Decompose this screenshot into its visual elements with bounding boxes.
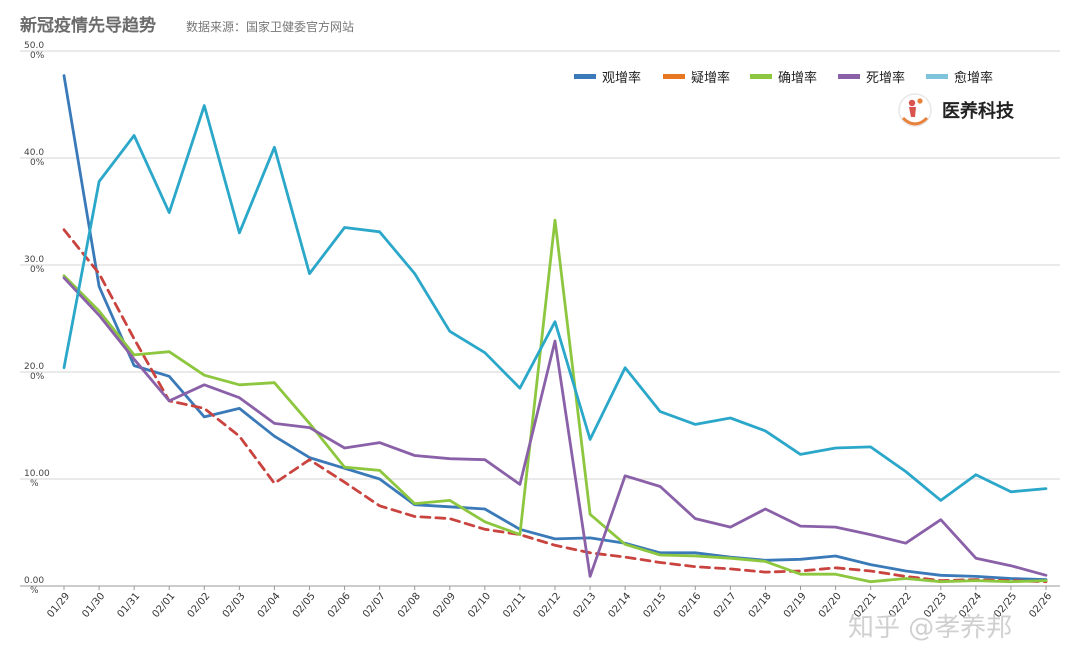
logo: 医养科技: [898, 93, 1015, 127]
logo-text: 医养科技: [942, 100, 1015, 122]
x-tick-label: 02/16: [677, 591, 704, 620]
legend-swatch: [926, 74, 948, 79]
x-tick-label: 02/13: [571, 591, 598, 620]
x-tick-label: 01/29: [45, 591, 72, 620]
series-line-1: [62, 228, 1048, 584]
legend-label: 愈增率: [954, 70, 993, 86]
x-tick-label: 02/07: [361, 591, 388, 620]
series-line-2: [62, 218, 1048, 584]
legend: 观增率 疑增率 确增率 死增率 愈增率: [574, 70, 993, 86]
x-tick-label: 02/15: [642, 591, 669, 620]
x-tick-label: 02/10: [466, 591, 493, 620]
x-tick-label: 02/09: [431, 591, 458, 620]
x-tick-label: 01/31: [115, 591, 142, 620]
y-tick-label: 30.0: [24, 255, 44, 265]
y-tick-label: 50.0: [24, 41, 44, 51]
x-tick-label: 02/17: [712, 591, 739, 620]
x-tick-label: 02/01: [151, 591, 178, 620]
x-tick-label: 02/19: [782, 591, 809, 620]
x-tick-label: 02/18: [747, 591, 774, 620]
watermark-text: 知乎 @孝养邦: [848, 613, 1012, 643]
x-tick-label: 02/08: [396, 591, 423, 620]
x-tick-label: 01/30: [80, 591, 107, 620]
y-tick-label: 0%: [30, 372, 45, 382]
x-tick-label: 02/04: [256, 591, 283, 620]
x-tick-label: 02/11: [501, 591, 528, 620]
legend-swatch: [663, 74, 685, 79]
y-tick-label: 0%: [30, 265, 45, 275]
y-tick-label: 0%: [30, 158, 45, 168]
y-tick-label: %: [30, 479, 39, 489]
x-tick-label: 02/26: [1027, 591, 1054, 620]
x-tick-label: 02/12: [536, 591, 563, 620]
legend-label: 疑增率: [691, 70, 730, 86]
grid-lines: [20, 50, 1060, 587]
y-axis-ticks: 0.00%10.00%20.00%30.00%40.00%50.00%: [24, 41, 50, 596]
x-tick-label: 02/14: [606, 591, 633, 620]
y-tick-label: 10.00: [24, 469, 50, 479]
x-tick-label: 02/02: [186, 591, 213, 620]
legend-swatch: [750, 74, 772, 79]
series-line-4: [62, 104, 1048, 502]
y-tick-label: 20.0: [24, 362, 44, 372]
legend-label: 观增率: [602, 70, 641, 86]
series-line-3: [62, 276, 1048, 578]
x-tick-label: 02/05: [291, 591, 318, 620]
x-tick-label: 02/06: [326, 591, 353, 620]
caregiver-logo-icon: [898, 93, 932, 127]
y-tick-label: 0%: [30, 51, 45, 61]
series-line-0: [62, 74, 1048, 581]
y-tick-label: %: [30, 586, 39, 596]
series-lines: [62, 74, 1048, 584]
x-tick-label: 02/20: [817, 591, 844, 620]
y-tick-label: 0.00: [24, 576, 44, 586]
legend-swatch: [838, 74, 860, 79]
chart-subtitle: 数据来源：国家卫健委官方网站: [186, 19, 354, 34]
x-tick-label: 02/03: [221, 591, 248, 620]
chart-title: 新冠疫情先导趋势: [20, 15, 156, 36]
legend-label: 确增率: [778, 70, 817, 86]
legend-label: 死增率: [866, 70, 905, 86]
y-tick-label: 40.0: [24, 148, 44, 158]
legend-swatch: [574, 74, 596, 79]
